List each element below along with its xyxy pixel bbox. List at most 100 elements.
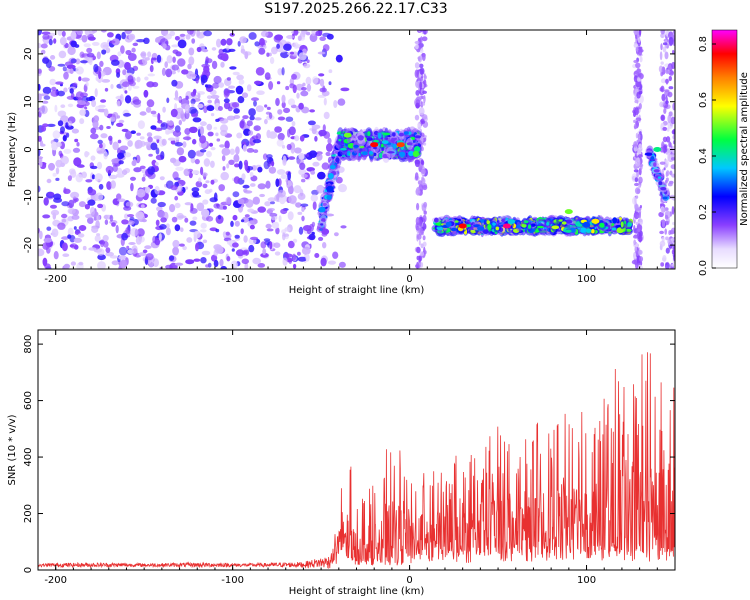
heatmap-cell — [302, 82, 306, 87]
heatmap-cell — [125, 227, 131, 234]
heatmap-cell — [38, 230, 43, 240]
heatmap-cell — [279, 195, 286, 205]
heatmap-cell — [422, 241, 427, 247]
heatmap-cell — [172, 171, 179, 180]
heatmap-cell — [219, 144, 225, 148]
heatmap-cell — [180, 227, 184, 232]
heatmap-cell — [157, 119, 163, 124]
heatmap-cell — [667, 182, 673, 187]
heatmap-cell — [193, 230, 201, 239]
heatmap-cell — [664, 51, 669, 60]
heatmap-cell — [565, 229, 572, 233]
heatmap-cell — [242, 115, 249, 120]
heatmap-cell — [170, 157, 177, 163]
heatmap-cell — [423, 75, 427, 80]
heatmap-cell — [120, 45, 125, 54]
heatmap-cell — [268, 112, 273, 119]
heatmap-cell — [300, 90, 309, 97]
y-tick-label: 0 — [23, 146, 34, 152]
heatmap-cell — [191, 103, 195, 108]
heatmap-cell — [192, 117, 202, 123]
heatmap-cell — [79, 109, 86, 116]
heatmap-cell — [199, 135, 207, 144]
heatmap-cell — [86, 52, 95, 58]
heatmap-cell — [257, 206, 267, 213]
heatmap-cell — [255, 105, 264, 113]
y-tick-label: 200 — [23, 504, 34, 523]
heatmap-cell — [663, 167, 666, 171]
heatmap-cell — [62, 253, 70, 257]
heatmap-cell — [199, 126, 205, 136]
heatmap-cell — [123, 152, 132, 158]
heatmap-cell — [423, 210, 427, 215]
heatmap-cell — [420, 101, 424, 108]
heatmap-cell — [670, 227, 675, 234]
heatmap-cell — [225, 196, 232, 205]
heatmap-cell — [93, 63, 99, 73]
heatmap-cell — [110, 180, 116, 189]
heatmap-cell — [335, 157, 340, 163]
heatmap-cell — [225, 231, 230, 236]
heatmap-cell — [172, 56, 176, 63]
heatmap-cell — [42, 214, 51, 219]
heatmap-cell — [154, 162, 159, 166]
heatmap-cell — [286, 143, 292, 151]
heatmap-cell — [52, 172, 57, 177]
heatmap-cell — [241, 92, 249, 98]
heatmap-cell — [157, 112, 161, 122]
heatmap-cell — [264, 118, 268, 125]
heatmap-cell — [278, 215, 282, 223]
heatmap-cell — [263, 238, 271, 242]
heatmap-cell — [210, 179, 215, 185]
heatmap-cell — [160, 151, 165, 160]
heatmap-cell — [92, 41, 100, 46]
heatmap-cell — [253, 149, 259, 154]
heatmap-cell — [90, 133, 99, 140]
heatmap-cell — [267, 197, 276, 202]
heatmap-cell — [186, 237, 193, 243]
heatmap-cell — [112, 141, 119, 151]
heatmap-cell — [67, 103, 74, 108]
heatmap-cell — [635, 34, 638, 39]
heatmap-cell — [43, 38, 50, 44]
heatmap-cell — [227, 106, 233, 112]
heatmap-cell — [254, 41, 260, 47]
heatmap-cell — [153, 135, 162, 140]
heatmap-cell — [546, 222, 550, 226]
heatmap-cell — [235, 146, 240, 155]
y-tick-label: -20 — [23, 237, 34, 253]
heatmap-cell — [634, 203, 639, 212]
heatmap-cell — [112, 164, 118, 172]
heatmap-cell — [219, 118, 229, 124]
heatmap-cell — [94, 173, 103, 182]
heatmap-cell — [174, 202, 181, 209]
heatmap-cell — [482, 229, 489, 234]
heatmap-cell — [171, 44, 179, 48]
heatmap-cell — [61, 30, 66, 37]
heatmap-cell — [340, 147, 347, 151]
heatmap-cell — [93, 115, 100, 123]
heatmap-cell — [135, 154, 141, 164]
heatmap-cell — [260, 252, 269, 258]
heatmap-cell — [668, 86, 674, 90]
heatmap-cell — [403, 131, 409, 135]
heatmap-cell — [634, 182, 640, 187]
heatmap-cell — [67, 227, 74, 236]
heatmap-cell — [416, 202, 420, 211]
heatmap-cell — [173, 97, 182, 101]
heatmap-cell — [260, 30, 269, 37]
heatmap-cell — [284, 227, 291, 232]
heatmap-cell — [246, 148, 255, 153]
heatmap-cell — [127, 53, 137, 61]
heatmap-cell — [75, 58, 81, 65]
heatmap-cell — [665, 170, 670, 177]
heatmap-cell — [145, 106, 152, 113]
heatmap-cell — [418, 227, 424, 236]
heatmap-cell — [421, 120, 426, 124]
heatmap-cell — [660, 187, 667, 191]
heatmap-cell — [268, 81, 274, 90]
heatmap-cell — [412, 150, 419, 158]
heatmap-cell — [591, 218, 600, 224]
heatmap-cell — [300, 203, 309, 207]
heatmap-cell — [357, 135, 364, 141]
